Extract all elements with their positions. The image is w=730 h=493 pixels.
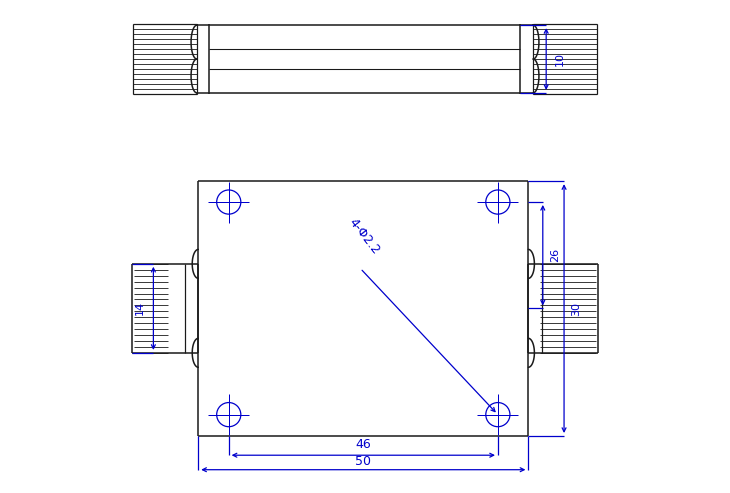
Text: 26: 26 [550, 248, 560, 262]
Text: 10: 10 [555, 52, 565, 66]
Text: 4-Φ2.2: 4-Φ2.2 [346, 216, 382, 257]
Text: 50: 50 [356, 455, 372, 467]
Text: 46: 46 [356, 438, 371, 451]
Text: 30: 30 [571, 302, 581, 316]
Text: 14: 14 [135, 301, 145, 316]
